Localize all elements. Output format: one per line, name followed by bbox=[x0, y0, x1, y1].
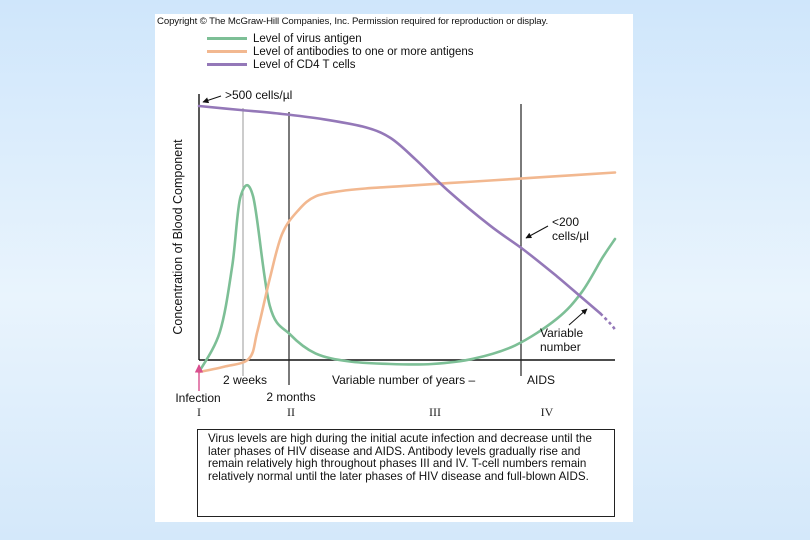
phase-label-1: I bbox=[197, 405, 201, 419]
x-label-infection: Infection bbox=[175, 391, 220, 405]
caption-text: Virus levels are high during the initial… bbox=[208, 432, 592, 483]
legend-swatch-antibodies bbox=[207, 50, 247, 53]
copyright-notice: Copyright © The McGraw-Hill Companies, I… bbox=[157, 16, 549, 27]
series-line-virus-antigen bbox=[197, 184, 617, 374]
x-label-2-months: 2 months bbox=[266, 390, 315, 404]
annotation-cd4-low-line2: cells/µl bbox=[552, 229, 589, 243]
annotation-variable-arrow bbox=[568, 308, 588, 326]
x-label-years: Variable number of years – bbox=[332, 373, 476, 387]
legend-item-cd4: Level of CD4 T cells bbox=[207, 58, 474, 71]
legend-item-virus: Level of virus antigen bbox=[207, 32, 474, 45]
series-line-antibodies bbox=[197, 171, 617, 374]
legend-label-virus: Level of virus antigen bbox=[253, 32, 362, 45]
series-line-cd4-projection bbox=[599, 312, 617, 331]
annotation-cd4-low-arrow bbox=[525, 225, 549, 239]
chart-legend: Level of virus antigen Level of antibodi… bbox=[207, 32, 474, 71]
legend-swatch-cd4 bbox=[207, 63, 247, 66]
x-label-aids: AIDS bbox=[527, 373, 555, 387]
annotation-cd4-start: >500 cells/µl bbox=[225, 88, 292, 102]
phase-label-2: II bbox=[287, 405, 295, 419]
annotation-cd4-low-line1: <200 bbox=[552, 215, 579, 229]
phase-label-3: III bbox=[429, 405, 441, 419]
legend-swatch-virus bbox=[207, 37, 247, 40]
caption-box: Virus levels are high during the initial… bbox=[197, 429, 615, 517]
series-line-cd4 bbox=[197, 104, 602, 315]
annotation-cd4-start-arrow bbox=[202, 95, 222, 104]
legend-label-antibodies: Level of antibodies to one or more antig… bbox=[253, 45, 474, 58]
figure-panel: Copyright © The McGraw-Hill Companies, I… bbox=[155, 14, 633, 522]
legend-label-cd4: Level of CD4 T cells bbox=[253, 58, 356, 71]
hiv-chart: Concentration of Blood Component >500 ce… bbox=[171, 88, 617, 419]
annotation-variable-line2: number bbox=[540, 340, 581, 354]
phase-label-4: IV bbox=[541, 405, 554, 419]
y-axis-label: Concentration of Blood Component bbox=[171, 139, 185, 335]
legend-item-antibodies: Level of antibodies to one or more antig… bbox=[207, 45, 474, 58]
x-label-2-weeks: 2 weeks bbox=[223, 373, 267, 387]
annotation-variable-line1: Variable bbox=[540, 326, 583, 340]
